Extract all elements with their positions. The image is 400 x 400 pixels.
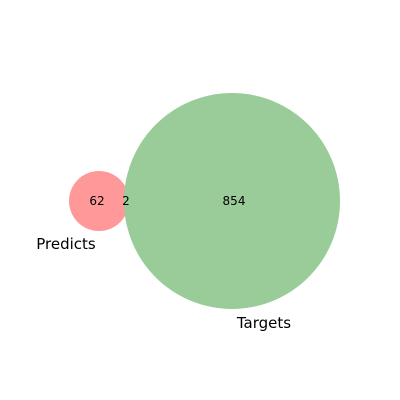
intersection-count: 2 [122, 194, 130, 208]
predicts-circle [69, 171, 129, 231]
targets-circle [124, 93, 340, 309]
predicts-only-count: 62 [89, 194, 104, 208]
targets-only-count: 854 [223, 194, 246, 208]
predicts-set-label: Predicts [36, 235, 96, 253]
targets-set-label: Targets [236, 314, 291, 332]
